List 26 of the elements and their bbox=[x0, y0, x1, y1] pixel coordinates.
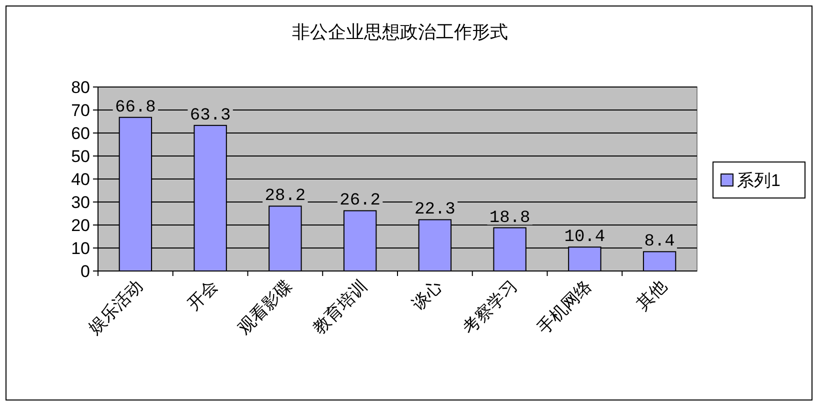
x-tick-label: 手机网络 bbox=[534, 276, 596, 338]
x-tick-label: 谈心 bbox=[408, 276, 446, 314]
data-label: 26.2 bbox=[340, 192, 380, 211]
data-label: 18.8 bbox=[489, 208, 530, 228]
y-tick-label: 30 bbox=[71, 193, 90, 212]
x-tick-label: 教育培训 bbox=[309, 276, 371, 338]
data-label: 10.4 bbox=[564, 228, 606, 248]
x-tick-label: 开会 bbox=[184, 276, 222, 314]
bar bbox=[642, 251, 676, 272]
y-tick-label: 40 bbox=[71, 170, 90, 189]
y-tick-label: 70 bbox=[71, 101, 90, 120]
data-label: 63.3 bbox=[190, 106, 231, 126]
data-label: 66.8 bbox=[115, 98, 156, 118]
x-tick-label: 其他 bbox=[632, 276, 670, 314]
chart-title: 非公企业思想政治工作形式 bbox=[292, 22, 508, 42]
x-tick-label: 考察学习 bbox=[459, 276, 521, 338]
y-tick-label: 10 bbox=[71, 239, 90, 258]
data-label: 28.2 bbox=[264, 187, 306, 206]
data-label: 22.3 bbox=[414, 200, 456, 220]
x-tick-label: 观看影碟 bbox=[234, 276, 296, 338]
legend-label: 系列1 bbox=[737, 171, 780, 190]
data-label: 8.4 bbox=[644, 232, 675, 252]
y-tick-label: 50 bbox=[71, 147, 90, 166]
y-tick-label: 20 bbox=[71, 216, 90, 235]
y-tick-label: 80 bbox=[71, 78, 90, 97]
y-tick-label: 60 bbox=[71, 124, 90, 143]
